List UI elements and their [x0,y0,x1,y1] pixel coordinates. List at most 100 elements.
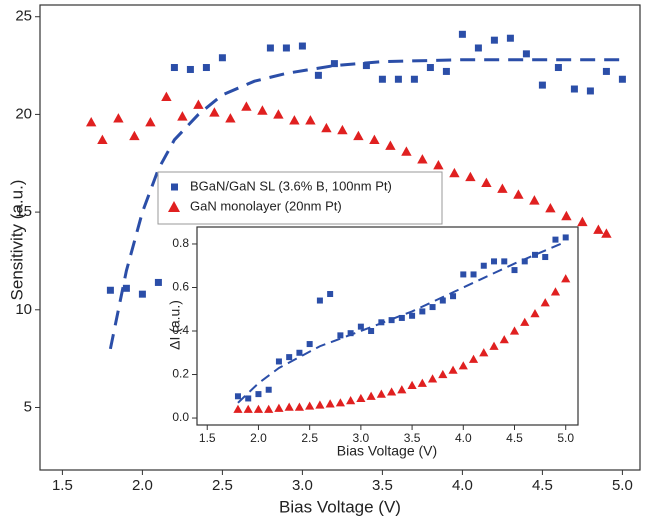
marker [542,254,549,261]
marker [335,398,345,407]
marker [385,140,396,150]
marker [378,75,386,83]
marker [305,115,316,125]
marker [618,75,626,83]
x-tick-label: 4.0 [452,477,473,494]
y-tick-label: 5 [24,398,32,415]
marker [305,401,315,410]
y-tick-label: 0.0 [172,410,189,424]
marker [468,354,479,363]
marker [417,378,427,387]
marker [145,117,156,127]
marker [325,399,335,408]
marker [274,403,284,412]
marker [458,361,468,370]
marker [439,297,446,304]
marker [438,369,448,379]
marker [513,189,524,199]
marker [129,130,140,141]
marker [233,404,243,413]
legend-box [157,171,443,225]
marker [410,75,418,83]
legend-label: GaN monolayer (20nm Pt) [190,198,342,213]
marker [170,64,178,72]
marker [337,332,344,339]
marker [86,117,97,127]
marker [407,380,417,389]
marker [409,312,416,319]
marker [327,291,334,298]
marker [315,400,325,409]
fit-line [237,240,567,404]
x-tick-label: 3.5 [372,477,393,494]
legend-entry: BGaN/GaN SL (3.6% B, 100nm Pt) [171,178,392,193]
marker [241,101,252,111]
marker [337,124,348,135]
marker [458,30,466,38]
marker [474,44,482,52]
marker [346,396,356,405]
marker [154,278,162,286]
legend-entry: GaN monolayer (20nm Pt) [168,198,342,213]
marker [257,105,268,115]
marker [138,290,146,298]
marker [530,308,540,318]
marker [122,284,130,292]
x-tick-label: 1.5 [52,477,73,494]
marker [386,387,397,396]
y-axis-label: Sensitivity (a.u.) [7,180,26,301]
marker [161,91,172,102]
marker [264,404,274,413]
marker [362,62,370,70]
marker [286,354,293,361]
marker [321,122,332,133]
marker [306,341,313,348]
marker [570,85,578,93]
marker [552,236,559,243]
marker [426,64,434,72]
marker [253,404,264,413]
marker [273,109,284,119]
x-tick-label: 3.5 [404,431,421,445]
marker [289,115,300,125]
x-tick-label: 2.0 [132,477,153,494]
marker [282,44,290,52]
marker [545,202,556,213]
marker [266,44,274,52]
marker [316,297,323,304]
marker [479,348,489,357]
x-tick-label: 3.0 [292,477,313,494]
marker [470,271,477,278]
y-tick-label: 10 [15,301,32,318]
x-axis-label: Bias Voltage (V) [337,443,437,459]
marker [427,374,438,383]
marker [356,393,366,403]
marker [376,389,386,398]
marker [520,317,530,326]
marker [433,160,444,170]
marker [369,134,380,145]
marker [521,258,528,265]
marker [186,65,194,73]
marker [417,154,428,164]
marker [397,385,407,394]
marker [265,386,272,393]
marker [284,402,294,411]
marker [401,146,412,156]
marker [368,328,375,335]
marker [106,286,114,294]
x-tick-label: 5.0 [557,431,574,445]
marker [561,274,571,283]
marker [561,210,572,221]
marker [275,358,282,365]
marker [193,99,204,109]
marker [366,391,376,400]
marker [509,326,520,335]
legend-marker [171,183,178,191]
y-tick-label: 0.4 [172,323,189,337]
marker [480,262,487,269]
y-tick-label: 25 [15,8,32,25]
marker [294,402,305,411]
marker [209,107,220,117]
